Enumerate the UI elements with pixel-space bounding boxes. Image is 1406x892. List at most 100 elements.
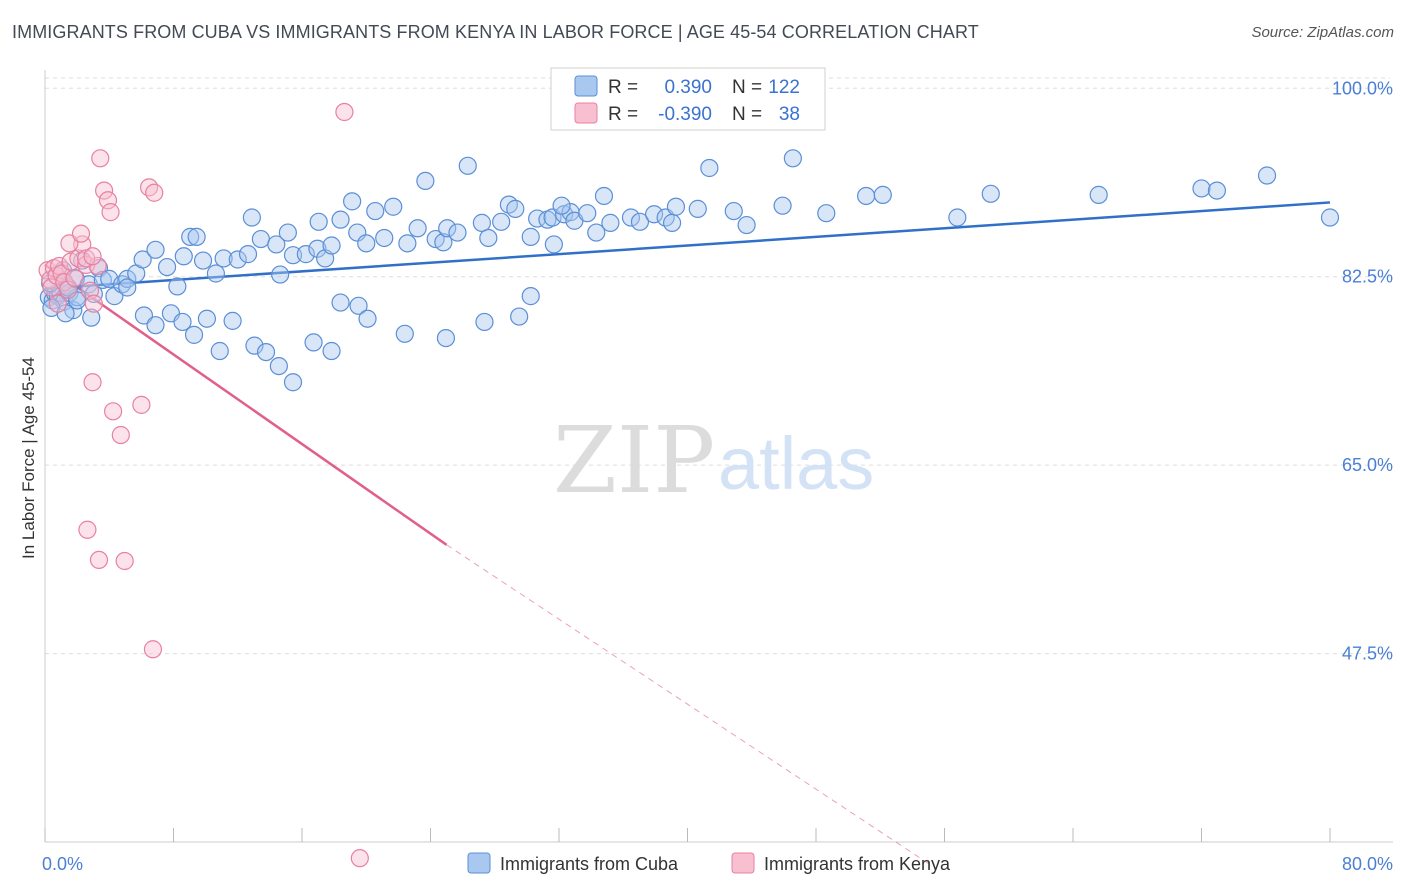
data-point-cuba bbox=[475, 312, 494, 332]
data-point-cuba bbox=[666, 197, 686, 216]
data-point-cuba bbox=[322, 236, 341, 255]
watermark-atlas: atlas bbox=[718, 422, 874, 505]
data-point-cuba bbox=[492, 212, 511, 231]
data-point-cuba bbox=[724, 201, 743, 221]
data-point-cuba bbox=[206, 264, 226, 283]
data-point-cuba bbox=[630, 212, 650, 231]
bottom-legend-swatch-cuba bbox=[467, 852, 491, 874]
watermark-zip: ZIP bbox=[553, 407, 715, 514]
axis-ticks: 100.0% 82.5% 65.0% 47.5% 0.0% 80.0% bbox=[42, 78, 1393, 874]
data-point-cuba bbox=[134, 306, 154, 325]
data-point-cuba bbox=[1089, 185, 1108, 204]
data-point-cuba bbox=[472, 213, 491, 232]
legend-r-label-cuba: R = bbox=[608, 77, 638, 98]
data-point-cuba bbox=[157, 257, 177, 277]
data-point-cuba bbox=[521, 227, 540, 246]
data-point-kenya bbox=[60, 234, 79, 253]
data-point-cuba bbox=[308, 239, 327, 258]
data-point-cuba bbox=[873, 185, 892, 204]
data-point-cuba bbox=[112, 275, 132, 294]
data-point-cuba bbox=[688, 199, 707, 218]
data-point-cuba bbox=[737, 215, 756, 235]
data-point-cuba bbox=[283, 373, 303, 392]
data-point-kenya bbox=[104, 402, 123, 421]
data-point-cuba bbox=[146, 240, 165, 259]
data-point-cuba bbox=[857, 186, 876, 206]
data-point-cuba bbox=[168, 277, 187, 296]
data-point-cuba bbox=[304, 333, 323, 352]
data-point-kenya bbox=[91, 149, 110, 168]
data-point-cuba bbox=[1320, 208, 1340, 227]
legend-n-value-kenya: 38 bbox=[779, 104, 800, 125]
x-tick-label: 80.0% bbox=[1342, 854, 1393, 874]
data-point-cuba bbox=[146, 316, 165, 335]
data-point-cuba bbox=[228, 250, 247, 269]
data-point-cuba bbox=[349, 296, 368, 315]
data-point-cuba bbox=[438, 219, 457, 238]
legend-r-label-kenya: R = bbox=[608, 104, 638, 125]
data-point-cuba bbox=[82, 308, 101, 327]
data-point-cuba bbox=[118, 278, 137, 297]
data-point-cuba bbox=[700, 158, 719, 178]
data-point-cuba bbox=[56, 304, 75, 323]
data-point-cuba bbox=[256, 342, 276, 362]
data-point-cuba bbox=[594, 186, 614, 206]
data-point-cuba bbox=[375, 228, 394, 248]
data-point-cuba bbox=[357, 234, 376, 253]
bottom-legend-label-kenya: Immigrants from Kenya bbox=[764, 854, 951, 874]
x-tick-label: 0.0% bbox=[42, 854, 83, 874]
data-point-cuba bbox=[662, 213, 682, 232]
data-point-cuba bbox=[479, 228, 498, 248]
data-point-cuba bbox=[173, 312, 192, 332]
data-point-kenya bbox=[65, 268, 84, 287]
data-point-cuba bbox=[309, 212, 328, 231]
data-point-kenya bbox=[335, 102, 354, 122]
y-tick-label: 47.5% bbox=[1342, 644, 1393, 664]
data-point-cuba bbox=[331, 293, 350, 312]
data-point-cuba bbox=[384, 197, 403, 216]
data-point-cuba bbox=[242, 208, 261, 227]
data-point-cuba bbox=[366, 201, 385, 221]
data-point-cuba bbox=[783, 149, 802, 168]
trend-line-cuba bbox=[44, 201, 1331, 290]
data-point-cuba bbox=[271, 265, 290, 284]
y-tick-label: 82.5% bbox=[1342, 267, 1393, 287]
trend-lines bbox=[44, 201, 1331, 864]
data-point-cuba bbox=[458, 156, 477, 175]
data-point-cuba bbox=[578, 204, 597, 223]
data-point-cuba bbox=[817, 204, 836, 223]
legend-n-label-kenya: N = bbox=[732, 104, 762, 125]
data-point-cuba bbox=[601, 213, 620, 232]
data-point-kenya bbox=[89, 550, 109, 570]
source-label: Source: ZipAtlas.com bbox=[1251, 24, 1394, 41]
data-point-kenya bbox=[84, 294, 103, 313]
y-tick-label: 65.0% bbox=[1342, 455, 1393, 475]
y-tick-label: 100.0% bbox=[1332, 78, 1393, 98]
data-point-kenya bbox=[132, 395, 151, 414]
bottom-legend: Immigrants from Cuba Immigrants from Ken… bbox=[467, 852, 951, 874]
data-point-cuba bbox=[283, 246, 303, 265]
legend-swatch-cuba bbox=[574, 75, 598, 97]
data-point-cuba bbox=[187, 227, 206, 246]
data-point-kenya bbox=[83, 247, 102, 266]
data-point-cuba bbox=[521, 287, 540, 306]
legend-n-label-cuba: N = bbox=[732, 77, 762, 98]
legend-swatch-kenya bbox=[574, 102, 598, 124]
data-point-kenya bbox=[78, 520, 97, 539]
data-point-cuba bbox=[436, 329, 456, 348]
data-point-kenya bbox=[139, 178, 159, 197]
axes bbox=[44, 70, 1393, 843]
data-point-cuba bbox=[93, 270, 112, 290]
data-point-cuba bbox=[269, 356, 288, 376]
data-point-cuba bbox=[197, 309, 217, 328]
data-point-cuba bbox=[238, 245, 258, 264]
data-point-cuba bbox=[193, 251, 213, 270]
data-point-cuba bbox=[358, 309, 377, 328]
data-point-cuba bbox=[267, 235, 286, 254]
data-point-cuba bbox=[981, 184, 1000, 203]
bottom-legend-swatch-kenya bbox=[731, 852, 755, 874]
data-point-cuba bbox=[773, 196, 792, 215]
data-point-kenya bbox=[111, 425, 130, 445]
bottom-legend-label-cuba: Immigrants from Cuba bbox=[500, 854, 679, 874]
